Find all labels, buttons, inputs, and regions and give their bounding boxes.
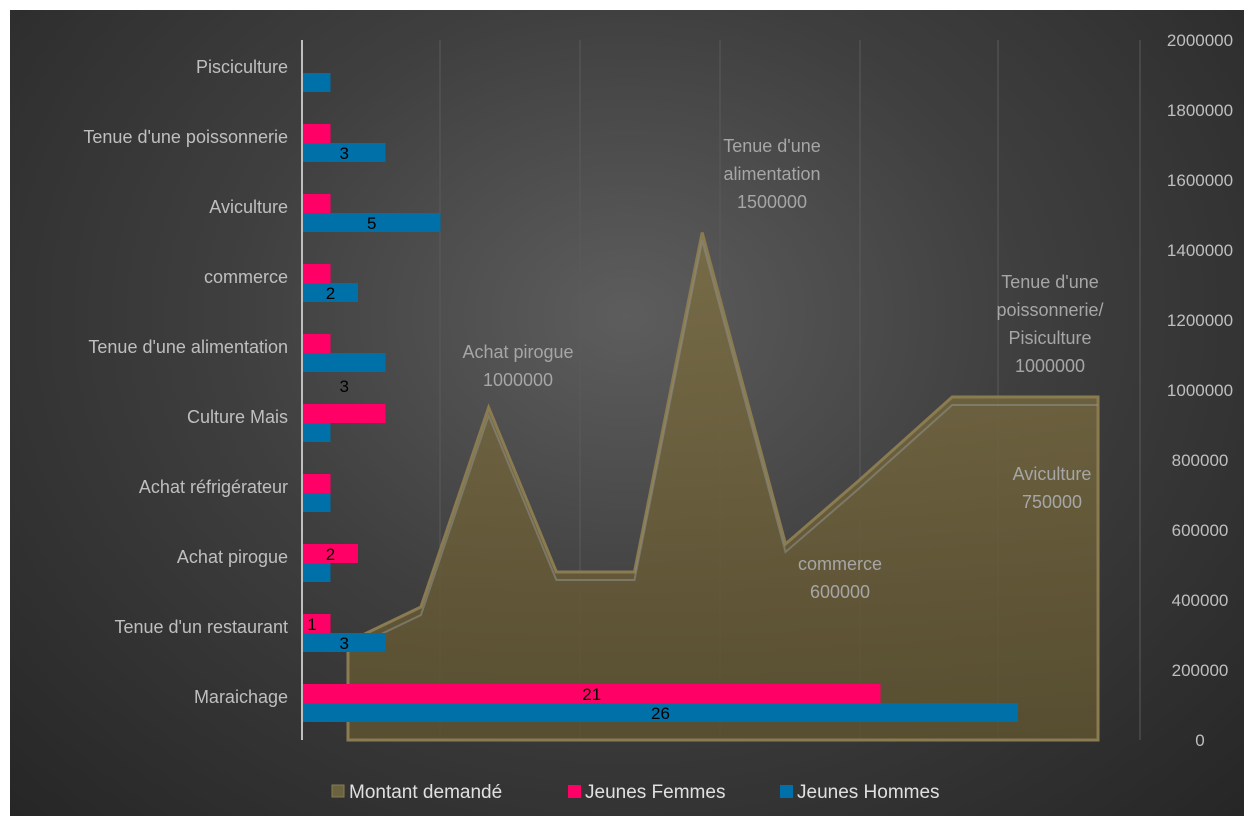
area-annotation: 600000 xyxy=(810,582,870,602)
legend-label: Montant demandé xyxy=(349,782,502,803)
secondary-y-tick-label: 1600000 xyxy=(1167,171,1233,190)
legend-label: Jeunes Hommes xyxy=(797,782,940,803)
bar-jeunes-femmes xyxy=(303,124,331,143)
secondary-y-tick-label: 1800000 xyxy=(1167,101,1233,120)
legend-swatch xyxy=(780,785,793,798)
area-annotation: 750000 xyxy=(1022,492,1082,512)
category-label: commerce xyxy=(204,267,288,287)
bar-data-label: 5 xyxy=(367,214,376,233)
category-label: Achat réfrigérateur xyxy=(139,477,288,497)
bar-data-label: 26 xyxy=(651,704,670,723)
bar-jeunes-femmes xyxy=(303,544,358,563)
bar-jeunes-hommes xyxy=(303,423,331,442)
secondary-y-tick-label: 600000 xyxy=(1172,521,1229,540)
chart-frame: Maraichage 21 26 Tenue d'un restaurant 1 3 Ach… xyxy=(10,10,1244,816)
category-label: Tenue d'une poissonnerie xyxy=(83,127,288,147)
bar-jeunes-femmes xyxy=(303,264,331,283)
category-label: Maraichage xyxy=(194,687,288,707)
chart-svg: Maraichage 21 26 Tenue d'un restaurant 1 3 Ach… xyxy=(83,31,1233,803)
bar-jeunes-hommes xyxy=(303,563,331,582)
area-annotation: Aviculture xyxy=(1013,464,1092,484)
bar-jeunes-hommes xyxy=(303,73,331,92)
legend-swatch-montant xyxy=(331,784,345,798)
bar-jeunes-hommes xyxy=(303,703,1018,722)
area-annotation: commerce xyxy=(798,554,882,574)
category-label: Tenue d'une alimentation xyxy=(88,337,288,357)
area-annotation: Achat pirogue xyxy=(462,342,573,362)
category-label: Tenue d'un restaurant xyxy=(114,617,288,637)
bar-jeunes-femmes xyxy=(303,684,881,703)
bar-jeunes-hommes xyxy=(303,283,358,302)
bar-data-label: 21 xyxy=(582,685,601,704)
area-annotation: 1000000 xyxy=(483,370,553,390)
bar-jeunes-femmes xyxy=(303,334,331,353)
bar-data-label: 1 xyxy=(307,615,316,634)
bar-jeunes-hommes xyxy=(303,143,386,162)
bar-jeunes-femmes xyxy=(303,194,331,213)
secondary-y-tick-label: 200000 xyxy=(1172,661,1229,680)
area-annotation: poissonnerie/ xyxy=(996,300,1103,320)
area-annotation: Tenue d'une xyxy=(723,136,821,156)
grid-lines xyxy=(301,40,1141,740)
secondary-y-tick-label: 800000 xyxy=(1172,451,1229,470)
area-annotation: alimentation xyxy=(723,164,820,184)
area-montant-demande xyxy=(346,232,1100,742)
category-label: Achat pirogue xyxy=(177,547,288,567)
area-annotation: Tenue d'une xyxy=(1001,272,1099,292)
secondary-y-tick-label: 400000 xyxy=(1172,591,1229,610)
legend: Montant demandé Jeunes Femmes Jeunes Homme… xyxy=(331,782,940,803)
category-label: Aviculture xyxy=(209,197,288,217)
category-label: Culture Mais xyxy=(187,407,288,427)
bar-jeunes-hommes xyxy=(303,633,386,652)
bar-data-label: 3 xyxy=(340,144,349,163)
bar-data-label: 2 xyxy=(326,284,335,303)
secondary-y-tick-label: 1000000 xyxy=(1167,381,1233,400)
secondary-y-tick-label: 0 xyxy=(1195,731,1204,750)
bar-series xyxy=(303,73,1018,722)
secondary-y-tick-label: 2000000 xyxy=(1167,31,1233,50)
area-series-montant xyxy=(346,232,1100,742)
category-label: Pisciculture xyxy=(196,57,288,77)
legend-swatch xyxy=(568,785,581,798)
secondary-y-tick-label: 1400000 xyxy=(1167,241,1233,260)
bar-jeunes-femmes xyxy=(303,474,331,493)
labels: Maraichage 21 26 Tenue d'un restaurant 1 3 Ach… xyxy=(83,31,1233,750)
secondary-y-tick-label: 1200000 xyxy=(1167,311,1233,330)
bar-jeunes-hommes xyxy=(303,493,331,512)
area-annotation: Pisiculture xyxy=(1008,328,1091,348)
bar-jeunes-femmes xyxy=(303,404,386,423)
legend-label: Jeunes Femmes xyxy=(585,782,725,803)
area-annotation: 1000000 xyxy=(1015,356,1085,376)
bar-data-label: 3 xyxy=(340,634,349,653)
area-annotation: 1500000 xyxy=(737,192,807,212)
bar-jeunes-hommes xyxy=(303,213,441,232)
bar-data-label: 3 xyxy=(340,377,349,396)
bar-jeunes-femmes xyxy=(303,614,331,633)
bar-jeunes-hommes xyxy=(303,353,386,372)
bar-data-label: 2 xyxy=(326,545,335,564)
area-bevel-line xyxy=(347,240,1098,651)
